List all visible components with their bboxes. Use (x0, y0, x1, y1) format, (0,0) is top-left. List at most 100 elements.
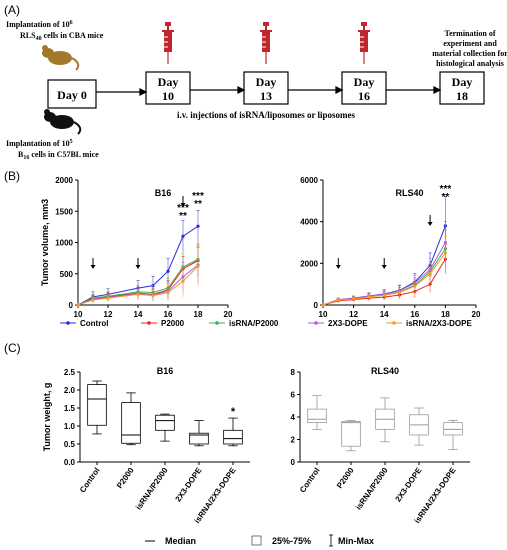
timeline: Implantation of 106 RLS40 cells in CBA m… (6, 20, 507, 161)
legend-label-isrna-2x3-dope: isRNA/2X3-DOPE (406, 319, 472, 328)
mouse-black-icon (44, 109, 82, 135)
y-tick-label: 2 (291, 436, 296, 445)
treatment-arrowhead (427, 222, 433, 226)
y-tick-label: 4 (291, 413, 296, 422)
panel-label-c: (C) (4, 341, 21, 355)
day-0-label: Day 0 (57, 88, 87, 102)
significance-marker: * (231, 406, 236, 418)
top-note-line2: RLS40 cells in CBA mice (20, 31, 104, 42)
y-tick-label: 2.5 (64, 368, 76, 377)
box-chart-b16: 0.0 0.5 1.0 1.5 2.0 2.5 B16 Tumor weight, g Cont… (42, 366, 250, 525)
mouse-brown-icon (42, 45, 80, 71)
data-point-isrna-2x3-dope (151, 294, 155, 298)
data-point-control (196, 224, 200, 228)
data-point-isrna-2x3-dope (136, 292, 140, 296)
y-tick-label: 2000 (55, 176, 73, 185)
y-tick-label: 6000 (300, 176, 318, 185)
legend-label-2x3-dope: 2X3-DOPE (328, 319, 368, 328)
data-point-isrna-2x3-dope (397, 290, 402, 295)
y-tick-label: 1500 (55, 207, 73, 216)
top-note-line1: Implantation of 106 (6, 20, 73, 29)
x-tick-label: P2000 (335, 466, 356, 491)
x-tick-label: 10 (319, 310, 328, 319)
box-p2000 (121, 402, 141, 444)
syringe-icon-day-13 (260, 22, 272, 64)
data-point-isrna-2x3-dope (181, 279, 185, 283)
x-tick-label: 16 (410, 310, 419, 319)
x-tick-label: 20 (224, 310, 233, 319)
data-point-control (181, 234, 185, 238)
data-point-isrna-2x3-dope (428, 272, 432, 276)
x-tick-label: 14 (380, 310, 389, 319)
injection-note: i.v. injections of isRNA/liposomes or li… (177, 110, 356, 120)
series-line-control (77, 225, 199, 306)
chart-title: B16 (155, 188, 172, 198)
legend-label-isrna-p2000: isRNA/P2000 (229, 319, 279, 328)
x-tick-label: isRNA/P2000 (354, 466, 390, 512)
data-point-control (166, 269, 170, 273)
x-tick-label: 18 (441, 310, 450, 319)
y-tick-label: 0 (291, 458, 296, 467)
x-tick-label: 10 (74, 310, 83, 319)
y-tick-label: 1.0 (64, 422, 76, 431)
data-point-isrna-2x3-dope (321, 303, 325, 307)
day-16-number: 16 (358, 89, 370, 103)
syringe-icon-day-10 (162, 22, 174, 64)
day-13-label: Day (256, 75, 277, 89)
box-2x3-dope (189, 432, 209, 445)
day-box-16 (341, 71, 387, 105)
data-point-isrna-2x3-dope (91, 298, 95, 302)
day-10-label: Day (158, 75, 179, 89)
x-tick-label: 16 (164, 310, 173, 319)
chart-title: RLS40 (371, 366, 399, 376)
termination-note-1: Termination of (444, 29, 495, 38)
series-line-2x3-dope (77, 264, 199, 306)
chart-title: RLS40 (395, 188, 423, 198)
box-isrna-2x3-dope (443, 422, 463, 436)
legend-range-swatch (329, 534, 333, 547)
x-tick-label: 20 (472, 310, 481, 319)
y-axis-label: Tumor volume, mm3 (40, 199, 50, 286)
day-box-13 (243, 71, 289, 105)
legend-median-label: Median (165, 536, 196, 546)
y-tick-label: 0.5 (64, 440, 76, 449)
day-18-number: 18 (456, 89, 468, 103)
termination-note-2: experiment and (443, 39, 497, 48)
x-tick-label: 2X3-DOPE (174, 465, 204, 503)
x-tick-label: 2X3-DOPE (394, 465, 424, 503)
series-line-p2000 (77, 260, 199, 306)
legend-marker-isrna-2x3-dope (392, 321, 396, 325)
day-10-number: 10 (162, 89, 174, 103)
y-tick-label: 1.5 (64, 404, 76, 413)
treatment-arrowhead (180, 203, 186, 207)
y-tick-label: 6 (291, 391, 296, 400)
legend-marker-isrna-p2000 (215, 321, 219, 325)
x-tick-label: 12 (104, 310, 113, 319)
panel-label-b: (B) (4, 169, 20, 183)
x-tick-label: P2000 (115, 466, 136, 491)
legend-iqr-swatch (251, 535, 262, 546)
day-13-number: 13 (260, 89, 272, 103)
termination-note-3: material collection for (432, 49, 507, 58)
termination-note-4: histological analysis (436, 59, 504, 68)
legend-label-p2000: P2000 (161, 319, 185, 328)
y-tick-label: 4000 (300, 218, 318, 227)
y-tick-label: 0 (314, 301, 319, 310)
data-point-isrna-2x3-dope (382, 293, 386, 297)
data-point-isrna-2x3-dope (336, 298, 340, 302)
bottom-note-line1: Implantation of 105 (6, 139, 73, 148)
syringe-icon-day-16 (358, 22, 370, 64)
y-tick-label: 2.0 (64, 386, 76, 395)
series-line-isrna-2x3-dope (77, 265, 199, 306)
box-isrna-2x3-dope (223, 429, 243, 445)
treatment-arrowhead (381, 265, 387, 269)
day-18-label: Day (452, 75, 473, 89)
treatment-arrowhead (335, 265, 341, 269)
box-isrna-p2000 (155, 414, 175, 431)
line-chart-b16: 10 12 14 16 18 20 0 500 1000 1500 2000 B16 Tumor vol… (40, 176, 233, 319)
data-point-isrna-2x3-dope (166, 290, 170, 295)
x-tick-label: Control (78, 466, 102, 494)
legend-marker-2x3-dope (314, 321, 318, 325)
x-tick-label: 18 (194, 310, 203, 319)
